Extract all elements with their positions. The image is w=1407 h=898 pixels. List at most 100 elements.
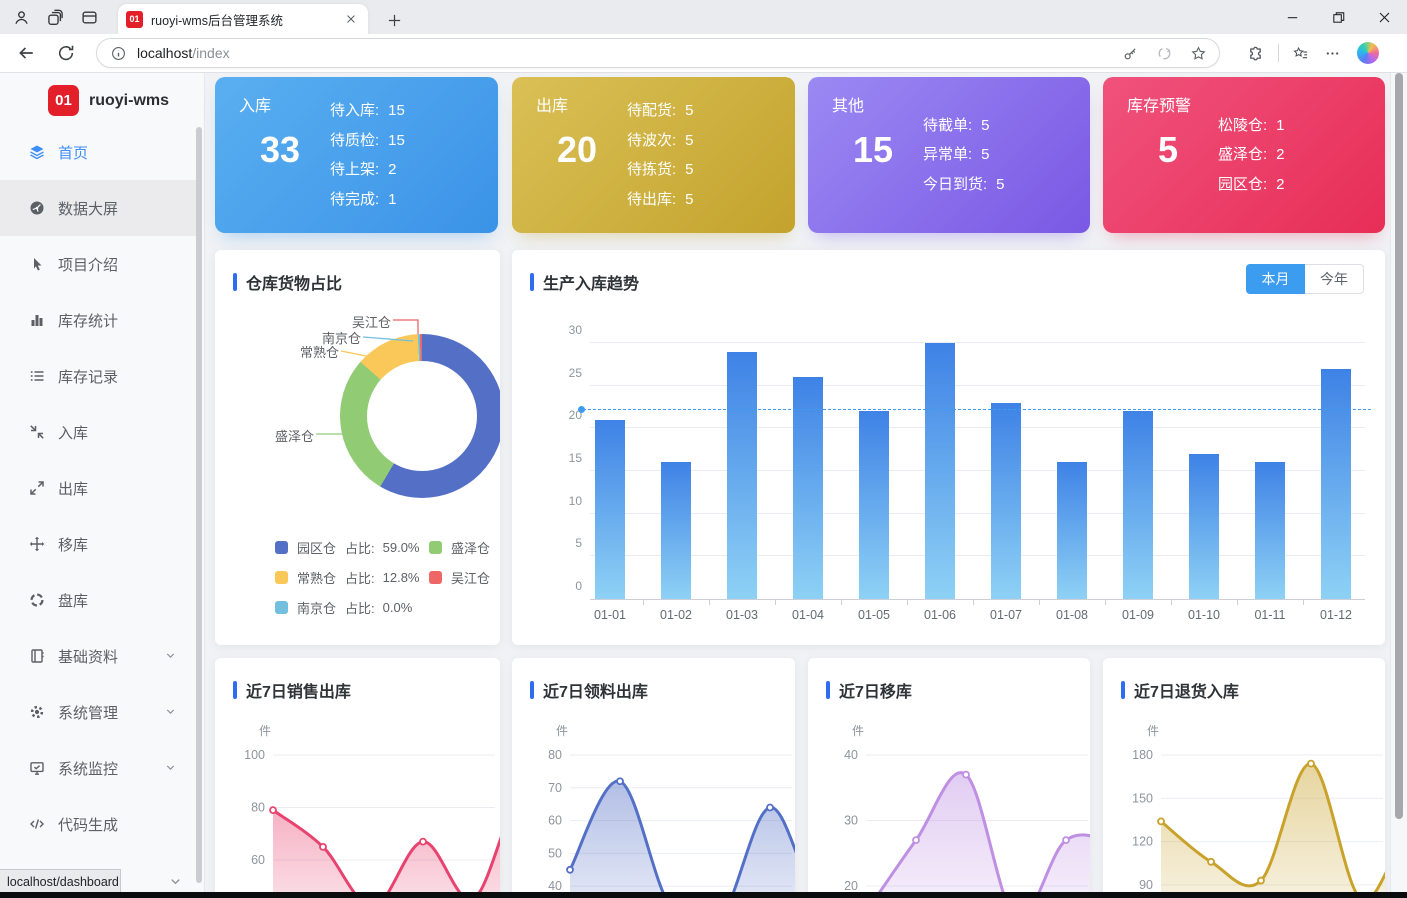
bar-chart-bar[interactable] <box>661 462 691 599</box>
legend-item[interactable]: 盛泽仓 占比: <box>429 538 500 557</box>
bar-chart-bar[interactable] <box>1189 453 1219 599</box>
legend-name: 园区仓 <box>297 541 337 556</box>
sidebar-item[interactable]: 数据大屏 <box>0 180 196 236</box>
browser-tab[interactable]: 01 ruoyi-wms后台管理系统 <box>118 4 368 34</box>
copilot-icon[interactable] <box>1357 42 1379 64</box>
bar-xtick-label: 01-11 <box>1254 608 1286 622</box>
move-stock-chart: 件 40 30 20 <box>844 724 1090 898</box>
stat-card-row: 盛泽仓: 2 <box>1218 140 1375 170</box>
bar-ytick-label: 0 <box>575 579 582 593</box>
stat-row-label: 今日到货: <box>923 175 988 193</box>
mini-ytick-label: 60 <box>251 853 265 867</box>
bar-chart-bar[interactable] <box>1255 462 1285 599</box>
sidebar-item[interactable]: 系统管理 <box>0 684 196 740</box>
stat-row-value: 15 <box>388 102 405 119</box>
legend-item[interactable]: 吴江仓 占比: <box>429 568 500 587</box>
stat-card[interactable]: 入库 33 待入库: 15 待质检: 15 待上架: 2 待完成: 1 <box>215 77 498 233</box>
sidebar-scrollbar[interactable] <box>196 127 202 883</box>
address-bar[interactable]: localhost/index <box>96 38 1220 68</box>
sidebar-item[interactable]: 系统监控 <box>0 740 196 796</box>
stat-row-label: 盛泽仓: <box>1218 146 1268 164</box>
data-point-marker[interactable] <box>419 837 427 846</box>
data-point-marker[interactable] <box>319 842 327 851</box>
stat-card-title: 库存预警 <box>1127 98 1192 115</box>
gear-icon <box>28 704 45 721</box>
sidebar-item[interactable]: 库存记录 <box>0 348 196 404</box>
pie-slice-label: 盛泽仓 <box>275 429 314 444</box>
stat-row-value: 5 <box>981 116 990 134</box>
stat-card-title: 出库 <box>536 98 569 115</box>
tab-actions-icon[interactable] <box>76 4 102 30</box>
favorites-hub-icon[interactable] <box>1289 42 1311 64</box>
bar-gridline <box>590 427 1365 429</box>
new-tab-button[interactable] <box>382 8 406 32</box>
data-point-marker[interactable] <box>1257 876 1265 885</box>
period-toggle-button[interactable]: 今年 <box>1305 264 1364 294</box>
sidebar-item[interactable]: 盘库 <box>0 572 196 628</box>
workspaces-icon[interactable] <box>42 4 68 30</box>
sidebar-item[interactable]: 首页 <box>0 124 196 180</box>
sidebar-item[interactable]: 出库 <box>0 460 196 516</box>
bar-gridline <box>590 512 1365 514</box>
site-info-icon[interactable] <box>107 42 129 64</box>
data-point-marker[interactable] <box>1062 836 1070 845</box>
data-point-marker[interactable] <box>566 865 574 874</box>
title-accent-bar <box>826 681 830 699</box>
back-icon[interactable] <box>12 39 40 67</box>
legend-item[interactable]: 园区仓 占比: 59.0% <box>275 538 420 557</box>
data-point-marker[interactable] <box>766 803 774 812</box>
bar-chart-bar[interactable] <box>793 377 823 599</box>
bar-chart-bar[interactable] <box>991 402 1021 599</box>
data-point-marker[interactable] <box>912 836 920 845</box>
restore-icon[interactable] <box>1315 0 1361 34</box>
data-point-marker[interactable] <box>1307 759 1315 768</box>
stat-card[interactable]: 库存预警 5 松陵仓: 1 盛泽仓: 2 园区仓: 2 <box>1103 77 1385 233</box>
password-key-icon[interactable] <box>1119 42 1141 64</box>
bar-chart-bar[interactable] <box>1123 411 1153 599</box>
bar-chart-icon <box>28 312 45 329</box>
bar-chart-bar[interactable] <box>1321 368 1351 599</box>
minimize-icon[interactable] <box>1269 0 1315 34</box>
page-scrollbar-thumb[interactable] <box>1395 73 1403 819</box>
stat-card[interactable]: 出库 20 待配货: 5 待波次: 5 待拣货: 5 待出库: 5 <box>512 77 795 233</box>
bar-chart-bar[interactable] <box>859 411 889 599</box>
sidebar-item-label: 库存统计 <box>58 312 119 330</box>
data-point-marker[interactable] <box>1207 857 1215 866</box>
profile-icon[interactable] <box>8 4 34 30</box>
bar-chart-bar[interactable] <box>595 419 625 599</box>
line-chart-title: 近7日退货入库 <box>1134 684 1239 701</box>
stat-row-value: 5 <box>685 102 694 119</box>
data-point-marker[interactable] <box>1157 817 1165 826</box>
data-point-marker[interactable] <box>269 806 277 815</box>
url-text[interactable]: localhost/index <box>137 45 1107 61</box>
legend-item[interactable]: 常熟仓 占比: 12.8% <box>275 568 420 587</box>
data-point-marker[interactable] <box>962 770 970 779</box>
bar-ytick-label: 30 <box>568 323 582 337</box>
legend-item[interactable]: 南京仓 占比: 0.0% <box>275 598 412 617</box>
stat-card-row: 待拣货: 5 <box>627 155 785 185</box>
sidebar-item[interactable]: 库存统计 <box>0 292 196 348</box>
settings-more-icon[interactable] <box>1321 42 1343 64</box>
bar-chart-bar[interactable] <box>1057 462 1087 599</box>
close-window-icon[interactable] <box>1361 0 1407 34</box>
stat-card[interactable]: 其他 15 待截单: 5 异常单: 5 今日到货: 5 <box>808 77 1090 233</box>
stat-card-row: 异常单: 5 <box>923 140 1080 170</box>
bar-chart-bar[interactable] <box>925 343 955 599</box>
sidebar-item[interactable]: 入库 <box>0 404 196 460</box>
translate-icon[interactable] <box>1153 42 1175 64</box>
app-logo[interactable]: 01 ruoyi-wms <box>0 73 204 126</box>
data-point-marker[interactable] <box>616 777 624 786</box>
sidebar-item[interactable]: 项目介绍 <box>0 236 196 292</box>
legend-percent: 59.0% <box>382 540 420 555</box>
extensions-icon[interactable] <box>1244 42 1266 64</box>
bar-chart-bar[interactable] <box>727 351 757 599</box>
sidebar-item[interactable]: 移库 <box>0 516 196 572</box>
sidebar-item[interactable]: 基础资料 <box>0 628 196 684</box>
tab-close-icon[interactable] <box>342 10 360 28</box>
bookmark-star-icon[interactable] <box>1187 42 1209 64</box>
sidebar-bottom-chevron-icon[interactable] <box>168 874 184 890</box>
tab-favicon: 01 <box>126 10 143 28</box>
refresh-icon[interactable] <box>52 39 80 67</box>
period-toggle-button[interactable]: 本月 <box>1246 264 1305 294</box>
sidebar-item[interactable]: 代码生成 <box>0 796 196 852</box>
